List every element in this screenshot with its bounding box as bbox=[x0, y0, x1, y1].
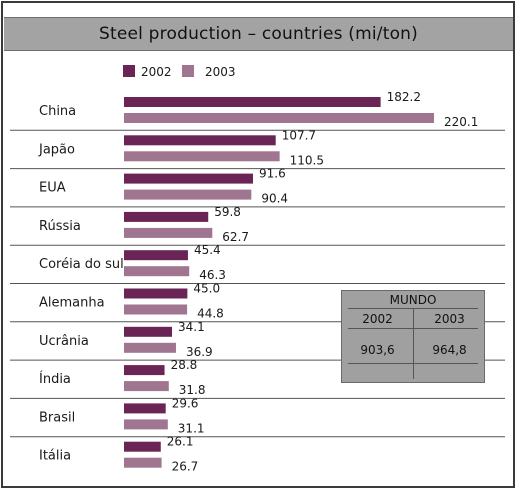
bar-2002-alemanha bbox=[124, 288, 188, 299]
bar-2002-brasil bbox=[124, 403, 166, 414]
mundo-divider-top bbox=[348, 308, 478, 309]
chart-title: Steel production – countries (mi/ton) bbox=[4, 17, 513, 51]
value-label-2002-r-ssia: 59.8 bbox=[214, 205, 241, 219]
value-label-2002--ndia: 28.8 bbox=[171, 358, 198, 372]
category-label-r-ssia: Rússia bbox=[39, 219, 81, 234]
bar-2003-china bbox=[124, 113, 434, 123]
bar-2002-ucr-nia bbox=[124, 326, 173, 337]
category-label-ucr-nia: Ucrânia bbox=[39, 334, 89, 349]
bar-2002-eua bbox=[124, 173, 254, 184]
category-label-china: China bbox=[39, 104, 76, 119]
mundo-summary-box: MUNDO 2002 2003 903,6 964,8 bbox=[341, 290, 485, 383]
value-label-2003-alemanha: 44.8 bbox=[197, 307, 224, 321]
value-label-2003-china: 220.1 bbox=[444, 115, 478, 129]
value-label-2003-jap-o: 110.5 bbox=[290, 153, 324, 167]
bar-2002-china bbox=[124, 97, 381, 107]
bar-2003-alemanha bbox=[124, 304, 188, 315]
bar-2003-brasil bbox=[124, 419, 168, 430]
value-label-2002-ucr-nia: 34.1 bbox=[178, 320, 205, 334]
value-label-2002-it-lia: 26.1 bbox=[167, 435, 194, 449]
bar-2003-cor-ia-do-sul bbox=[124, 266, 190, 277]
bar-2002-it-lia bbox=[124, 441, 161, 452]
mundo-divider-bottom bbox=[348, 363, 478, 364]
mundo-value-2002: 903,6 bbox=[360, 343, 395, 357]
bar-2003-r-ssia bbox=[124, 227, 213, 238]
mundo-title: MUNDO bbox=[389, 293, 437, 307]
value-label-2003-brasil: 31.1 bbox=[178, 421, 205, 435]
legend-label-2002: 2002 bbox=[141, 65, 172, 79]
value-label-2002-brasil: 29.6 bbox=[172, 396, 199, 410]
legend-swatch-2003 bbox=[182, 65, 194, 77]
value-label-2003-ucr-nia: 36.9 bbox=[186, 345, 213, 359]
mundo-divider-vertical bbox=[413, 309, 414, 379]
value-label-2003-it-lia: 26.7 bbox=[172, 460, 199, 474]
bar-2003--ndia bbox=[124, 381, 169, 392]
category-label-alemanha: Alemanha bbox=[39, 296, 105, 311]
value-label-2002-china: 182.2 bbox=[387, 90, 421, 104]
category-label-eua: EUA bbox=[39, 181, 66, 196]
value-label-2002-eua: 91.6 bbox=[259, 167, 286, 181]
bar-2002-r-ssia bbox=[124, 211, 209, 222]
bar-2003-ucr-nia bbox=[124, 342, 176, 353]
category-label-brasil: Brasil bbox=[39, 410, 75, 425]
mundo-year-2003: 2003 bbox=[434, 312, 465, 326]
value-label-2003-eua: 90.4 bbox=[261, 192, 288, 206]
category-label-jap-o: Japão bbox=[38, 142, 75, 157]
bar-2002--ndia bbox=[124, 365, 165, 376]
category-label-cor-ia-do-sul: Coréia do sul bbox=[39, 257, 124, 272]
bar-2003-eua bbox=[124, 189, 252, 200]
bar-2002-cor-ia-do-sul bbox=[124, 250, 188, 261]
legend-swatch-2002 bbox=[123, 65, 135, 77]
value-label-2003-cor-ia-do-sul: 46.3 bbox=[199, 268, 226, 282]
value-label-2002-cor-ia-do-sul: 45.4 bbox=[194, 243, 221, 257]
mundo-year-2002: 2002 bbox=[362, 312, 393, 326]
value-label-2003--ndia: 31.8 bbox=[179, 383, 206, 397]
value-label-2003-r-ssia: 62.7 bbox=[222, 230, 249, 244]
chart-frame bbox=[1, 1, 515, 488]
value-label-2002-jap-o: 107.7 bbox=[282, 128, 316, 142]
category-label-it-lia: Itália bbox=[39, 449, 71, 464]
bar-2002-jap-o bbox=[124, 135, 276, 146]
legend-label-2003: 2003 bbox=[205, 65, 236, 79]
value-label-2002-alemanha: 45.0 bbox=[193, 282, 220, 296]
mundo-value-2003: 964,8 bbox=[432, 343, 467, 357]
bar-2003-jap-o bbox=[124, 151, 280, 162]
bar-2003-it-lia bbox=[124, 457, 162, 468]
category-label--ndia: Índia bbox=[39, 371, 71, 387]
